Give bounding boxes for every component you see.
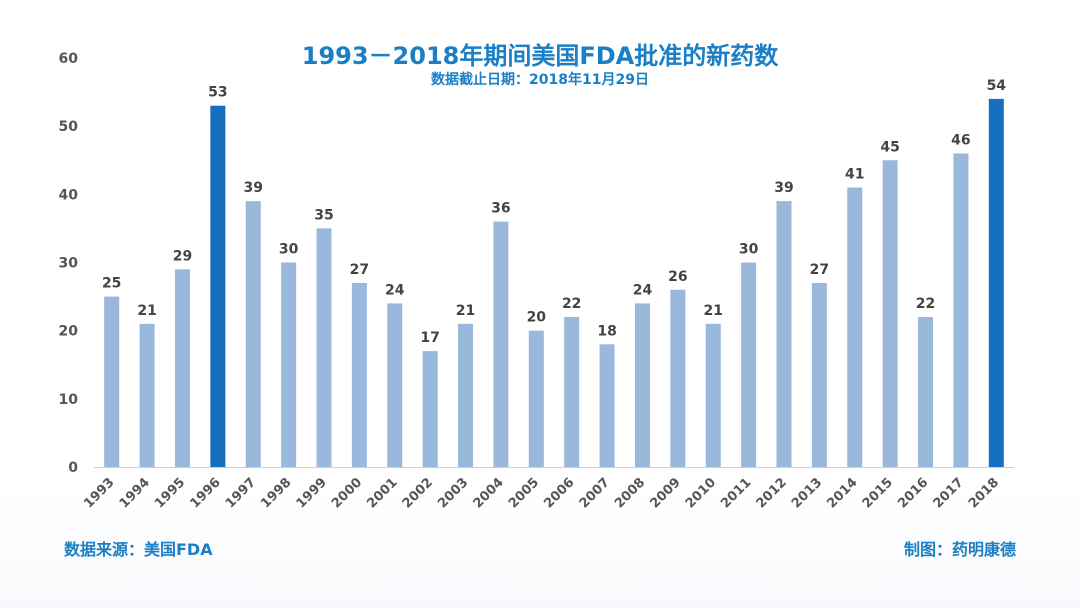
- x-tick-label-2003: 2003: [435, 475, 471, 511]
- bar-1996: [210, 105, 226, 467]
- y-tick-label: 20: [59, 324, 79, 340]
- bar-2008: [634, 303, 650, 467]
- x-tick-label-2014: 2014: [824, 475, 860, 511]
- x-tick-label-2013: 2013: [789, 475, 825, 511]
- bar-2010: [705, 323, 721, 467]
- x-tick-label-2007: 2007: [577, 475, 613, 511]
- x-tick-label-2000: 2000: [329, 475, 365, 511]
- x-tick-label-2018: 2018: [966, 475, 1002, 511]
- y-tick-label: 40: [59, 187, 79, 203]
- data-label-2005: 20: [527, 310, 547, 326]
- x-tick-label-2009: 2009: [647, 475, 683, 511]
- data-label-2000: 27: [350, 262, 369, 278]
- data-label-2018: 54: [987, 78, 1007, 94]
- bar-2017: [953, 153, 969, 467]
- bar-2007: [599, 344, 615, 467]
- bar-2014: [847, 187, 863, 467]
- bar-2012: [776, 201, 792, 467]
- bar-2003: [458, 323, 474, 467]
- bar-2006: [564, 317, 580, 467]
- data-label-2011: 30: [739, 242, 759, 258]
- x-tick-label-1996: 1996: [187, 475, 223, 511]
- bar-2016: [918, 317, 934, 467]
- chart-credit-note: 制图：药明康德: [903, 540, 1016, 559]
- data-label-2002: 17: [420, 330, 439, 346]
- x-tick-label-2005: 2005: [506, 475, 542, 511]
- data-label-1999: 35: [314, 207, 333, 223]
- data-label-1995: 29: [173, 248, 192, 264]
- bar-1997: [245, 201, 261, 467]
- bar-2005: [528, 330, 544, 467]
- data-label-1993: 25: [102, 276, 121, 292]
- y-tick-label: 60: [59, 51, 79, 67]
- data-label-2012: 39: [774, 180, 793, 196]
- data-source-note: 数据来源：美国FDA: [64, 540, 213, 559]
- data-label-2003: 21: [456, 303, 475, 319]
- data-label-2017: 46: [951, 132, 970, 148]
- x-tick-label-1997: 1997: [223, 475, 259, 511]
- data-label-1998: 30: [279, 242, 299, 258]
- y-tick-label: 30: [59, 256, 79, 272]
- x-tick-label-2016: 2016: [895, 475, 931, 511]
- bar-2004: [493, 221, 509, 467]
- bar-2002: [422, 351, 438, 467]
- data-label-1997: 39: [243, 180, 262, 196]
- x-tick-label-1999: 1999: [294, 475, 330, 511]
- x-tick-label-1994: 1994: [117, 475, 153, 511]
- bar-2011: [741, 262, 757, 467]
- data-label-2008: 24: [633, 282, 653, 298]
- data-label-2014: 41: [845, 167, 864, 183]
- x-tick-label-2006: 2006: [541, 475, 577, 511]
- data-label-2004: 36: [491, 201, 510, 217]
- x-tick-label-1993: 1993: [81, 475, 117, 511]
- data-label-2001: 24: [385, 282, 405, 298]
- x-tick-label-2011: 2011: [718, 475, 754, 511]
- data-label-1994: 21: [137, 303, 156, 319]
- data-label-2010: 21: [703, 303, 722, 319]
- data-label-1996: 53: [208, 85, 227, 101]
- data-label-2016: 22: [916, 296, 935, 312]
- x-tick-label-2008: 2008: [612, 475, 648, 511]
- bar-2018: [988, 98, 1004, 468]
- bar-1993: [104, 296, 120, 467]
- x-tick-label-2001: 2001: [364, 475, 400, 511]
- bar-1999: [316, 228, 332, 467]
- bar-2009: [670, 289, 686, 467]
- x-tick-label-2015: 2015: [860, 475, 896, 511]
- data-label-2013: 27: [810, 262, 829, 278]
- x-tick-label-1998: 1998: [258, 475, 294, 511]
- data-label-2009: 26: [668, 269, 687, 285]
- bar-2013: [811, 282, 827, 467]
- x-tick-label-2010: 2010: [683, 475, 719, 511]
- chart-title: 1993－2018年期间美国FDA批准的新药数: [301, 42, 779, 70]
- bar-2001: [387, 303, 403, 467]
- bar-1998: [281, 262, 297, 467]
- x-tick-label-1995: 1995: [152, 475, 188, 511]
- x-tick-label-2002: 2002: [400, 475, 436, 511]
- y-tick-label: 10: [59, 392, 79, 408]
- x-tick-label-2004: 2004: [471, 475, 507, 511]
- data-label-2007: 18: [597, 323, 616, 339]
- bar-1995: [174, 269, 190, 467]
- bar-1994: [139, 323, 155, 467]
- y-tick-label: 50: [59, 119, 79, 135]
- chart-subtitle: 数据截止日期：2018年11月29日: [431, 72, 649, 88]
- x-tick-label-2017: 2017: [931, 475, 967, 511]
- y-tick-label: 0: [68, 460, 78, 476]
- data-label-2015: 45: [880, 139, 899, 155]
- bar-2000: [351, 282, 367, 467]
- data-label-2006: 22: [562, 296, 581, 312]
- x-tick-label-2012: 2012: [754, 475, 790, 511]
- bar-2015: [882, 160, 898, 467]
